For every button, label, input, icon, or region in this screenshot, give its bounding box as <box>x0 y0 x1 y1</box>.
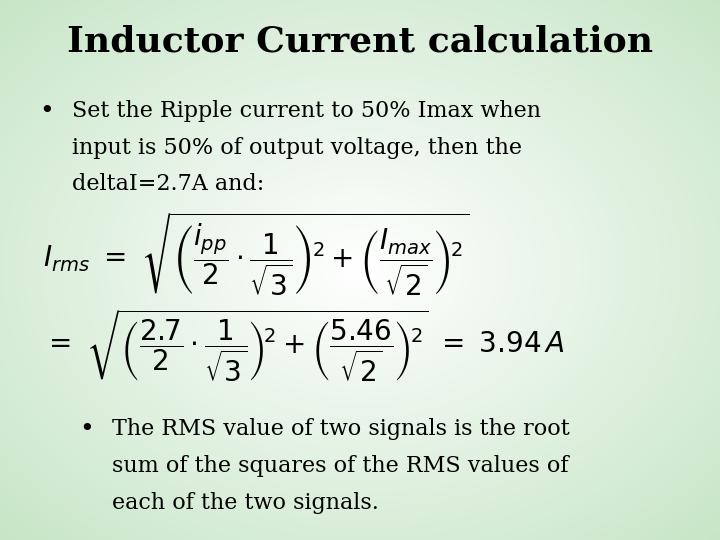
Text: $I_{rms}\ =\ \sqrt{\left(\dfrac{i_{pp}}{2} \cdot \dfrac{1}{\sqrt{3}}\right)^{\!2: $I_{rms}\ =\ \sqrt{\left(\dfrac{i_{pp}}{… <box>43 210 469 298</box>
Text: each of the two signals.: each of the two signals. <box>112 492 379 514</box>
Text: The RMS value of two signals is the root: The RMS value of two signals is the root <box>112 418 570 441</box>
Text: sum of the squares of the RMS values of: sum of the squares of the RMS values of <box>112 455 568 477</box>
Text: $=\ \sqrt{\left(\dfrac{2.7}{2} \cdot \dfrac{1}{\sqrt{3}}\right)^{\!2} + \left(\d: $=\ \sqrt{\left(\dfrac{2.7}{2} \cdot \df… <box>43 307 564 384</box>
Text: •: • <box>40 100 54 123</box>
Text: •: • <box>79 418 94 442</box>
Text: input is 50% of output voltage, then the: input is 50% of output voltage, then the <box>72 137 522 159</box>
Text: deltaI=2.7A and:: deltaI=2.7A and: <box>72 173 264 195</box>
Text: Set the Ripple current to 50% Imax when: Set the Ripple current to 50% Imax when <box>72 100 541 122</box>
Text: Inductor Current calculation: Inductor Current calculation <box>67 24 653 58</box>
